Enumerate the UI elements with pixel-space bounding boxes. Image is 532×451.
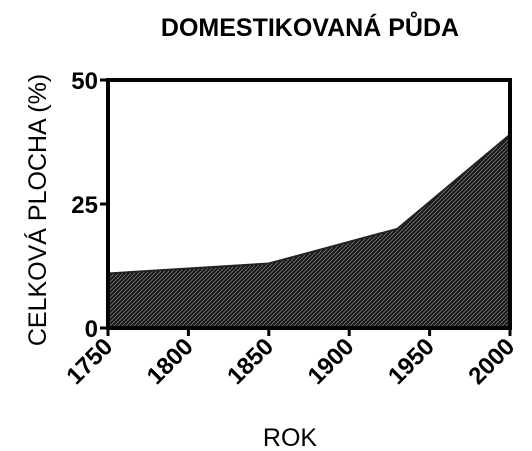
x-tick-label: 1850 <box>222 333 279 390</box>
area <box>107 132 511 329</box>
x-axis-label: ROK <box>263 424 318 451</box>
y-tick-label: 25 <box>71 192 98 219</box>
chart-title: DOMESTIKOVANÁ PŮDA <box>161 10 459 42</box>
x-tick-label: 1900 <box>303 333 360 390</box>
x-tick-label: 1800 <box>142 333 199 390</box>
x-tick-label: 2000 <box>463 333 520 390</box>
y-tick-label: 0 <box>85 316 98 343</box>
y-tick-label: 50 <box>71 68 98 95</box>
x-tick-label: 1750 <box>61 333 118 390</box>
x-tick-label: 1950 <box>383 333 440 390</box>
y-axis-label: CELKOVÁ PLOCHA (%) <box>23 74 52 346</box>
